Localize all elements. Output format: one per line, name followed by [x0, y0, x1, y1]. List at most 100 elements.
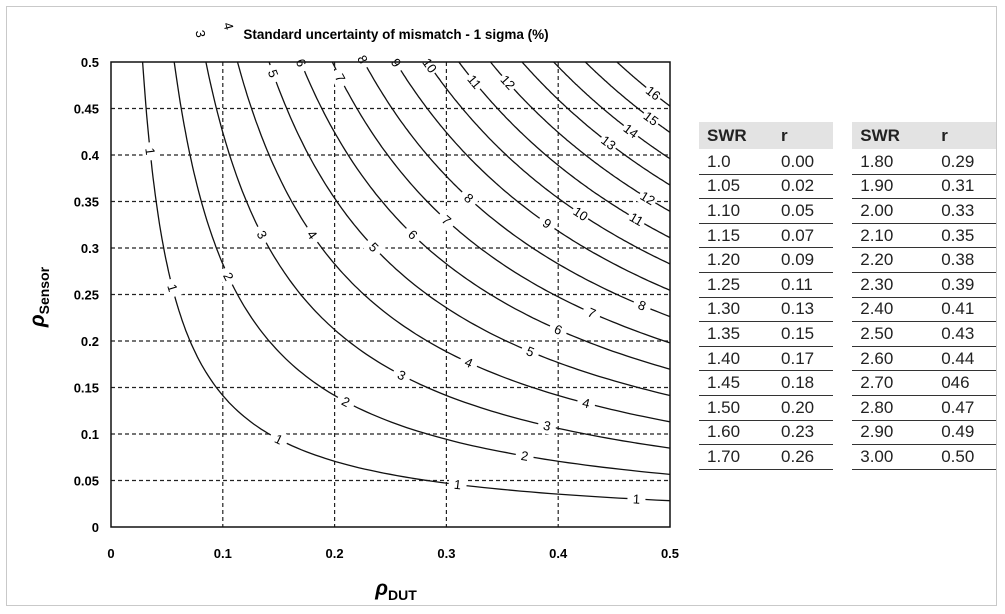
swr-cell: 1.40	[699, 347, 774, 372]
table-row: 1.20 0.09 2.20 0.38	[699, 248, 996, 273]
table-gap	[833, 322, 853, 347]
swr-cell: 2.70	[852, 371, 934, 396]
swr-cell: 2.30	[852, 273, 934, 298]
y-tick-label: 0.05	[74, 474, 99, 489]
swr-cell: 1.90	[852, 175, 934, 200]
table-row: 1.35 0.15 2.50 0.43	[699, 322, 996, 347]
table-row: 1.05 0.02 1.90 0.31	[699, 174, 996, 200]
r-cell: 0.02	[773, 175, 834, 200]
contour-label-bg	[361, 235, 386, 260]
contour-line-13	[521, 61, 671, 186]
contour-label-bg	[447, 475, 468, 494]
swr-reflection-table: SWR r SWR r 1.0 0.00 1.80 0.29 1.05 0.02 1.90 0…	[699, 122, 996, 470]
contour-lines	[141, 61, 671, 502]
y-tick-label: 0	[92, 520, 99, 535]
swr-cell: 2.50	[852, 322, 934, 347]
swr-cell: 2.80	[852, 396, 934, 421]
plot-area	[110, 61, 671, 528]
table-gap	[833, 395, 853, 421]
contour-label: 4	[581, 395, 592, 411]
x-tick-label: 0.2	[326, 546, 344, 561]
swr-cell: 2.00	[852, 199, 934, 224]
contour-label: 2	[520, 448, 530, 464]
contour-label-bg	[351, 47, 374, 72]
contour-label: 13	[598, 132, 619, 153]
table-row: 1.15 0.07 2.10 0.35	[699, 223, 996, 249]
y-tick-label: 0.35	[74, 195, 99, 210]
swr-cell: 1.70	[699, 445, 774, 470]
contour-label-bg	[218, 15, 239, 37]
table-gap	[833, 297, 853, 323]
y-tick-label: 0.1	[81, 427, 99, 442]
x-tick-label: 0.3	[437, 546, 455, 561]
r-cell: 0.07	[773, 224, 834, 249]
table-gap	[833, 445, 853, 470]
table-header-row: SWR r SWR r	[699, 122, 996, 150]
swr-cell: 1.50	[699, 396, 774, 421]
chart-title: Standard uncertainty of mismatch - 1 sig…	[243, 27, 548, 42]
contour-label-bg	[536, 416, 558, 436]
contour-line-4	[236, 61, 671, 423]
r-cell: 0.41	[933, 298, 996, 323]
contour-label: 1	[142, 147, 158, 156]
table-gap	[833, 371, 853, 396]
contour-label-bg	[290, 51, 312, 75]
r-cell: 0.23	[773, 421, 834, 446]
contour-label-bg	[157, 7, 176, 11]
contour-label-bg	[434, 208, 459, 233]
y-tick-label: 0.15	[74, 381, 99, 396]
table-gap	[833, 122, 853, 150]
y-tick-label: 0.45	[74, 102, 99, 117]
contour-line-9	[395, 61, 671, 291]
table-row: 1.25 0.11 2.30 0.39	[699, 272, 996, 298]
r-cell: 0.00	[773, 150, 834, 175]
table-row: 1.0 0.00 1.80 0.29	[699, 150, 996, 175]
table-gap	[833, 223, 853, 249]
contour-label-bg	[190, 23, 211, 45]
swr-cell: 1.35	[699, 322, 774, 347]
r-cell: 0.13	[773, 298, 834, 323]
contour-label-bg	[262, 62, 284, 85]
contour-line-2	[173, 61, 671, 476]
contour-label-bg	[457, 351, 481, 374]
contour-line-3	[205, 61, 671, 449]
contour-label: 16	[643, 83, 664, 104]
swr-cell: 2.20	[852, 248, 934, 273]
contour-label-bg	[400, 222, 425, 247]
contour-label-bg	[624, 207, 649, 231]
header-r-1: r	[773, 122, 834, 150]
r-cell: 046	[933, 371, 996, 396]
r-cell: 0.33	[933, 199, 996, 224]
axis-ticks: 0 0.1 0.2 0.3 0.4 0.5 0 0.05 0.1 0.15 0.2 0.25 0.3 0.…	[74, 55, 679, 561]
contour-label-bg	[568, 202, 593, 226]
table-gap	[833, 420, 853, 446]
r-cell: 0.38	[933, 248, 996, 273]
header-r-2: r	[933, 122, 996, 150]
contour-label-bg	[456, 186, 481, 211]
swr-cell: 1.0	[699, 150, 774, 175]
contour-label: 14	[621, 121, 642, 142]
figure-frame: Standard uncertainty of mismatch - 1 sig…	[6, 6, 997, 606]
swr-cell: 1.15	[699, 224, 774, 249]
r-cell: 0.47	[933, 396, 996, 421]
contour-label: 3	[542, 418, 552, 434]
r-cell: 0.49	[933, 421, 996, 446]
r-cell: 0.39	[933, 273, 996, 298]
swr-cell: 3.00	[852, 445, 934, 470]
y-axis-label-main: ρ	[26, 314, 49, 328]
contour-label: 10	[419, 55, 440, 75]
contour-label: 11	[627, 209, 646, 229]
r-cell: 0.18	[773, 371, 834, 396]
contour-label-bg	[630, 294, 654, 317]
contour-labels: 1111122223333444455566677788899101011111…	[141, 7, 666, 508]
table-gap	[833, 150, 853, 175]
grid	[111, 62, 670, 527]
y-tick-label: 0.4	[81, 148, 100, 163]
contour-line-14	[553, 61, 671, 160]
contour-label-bg	[328, 66, 352, 90]
r-cell: 0.29	[933, 150, 996, 175]
swr-cell: 1.05	[699, 175, 774, 200]
contour-line-6	[300, 61, 671, 370]
table-gap	[833, 272, 853, 298]
swr-cell: 1.80	[852, 150, 934, 175]
